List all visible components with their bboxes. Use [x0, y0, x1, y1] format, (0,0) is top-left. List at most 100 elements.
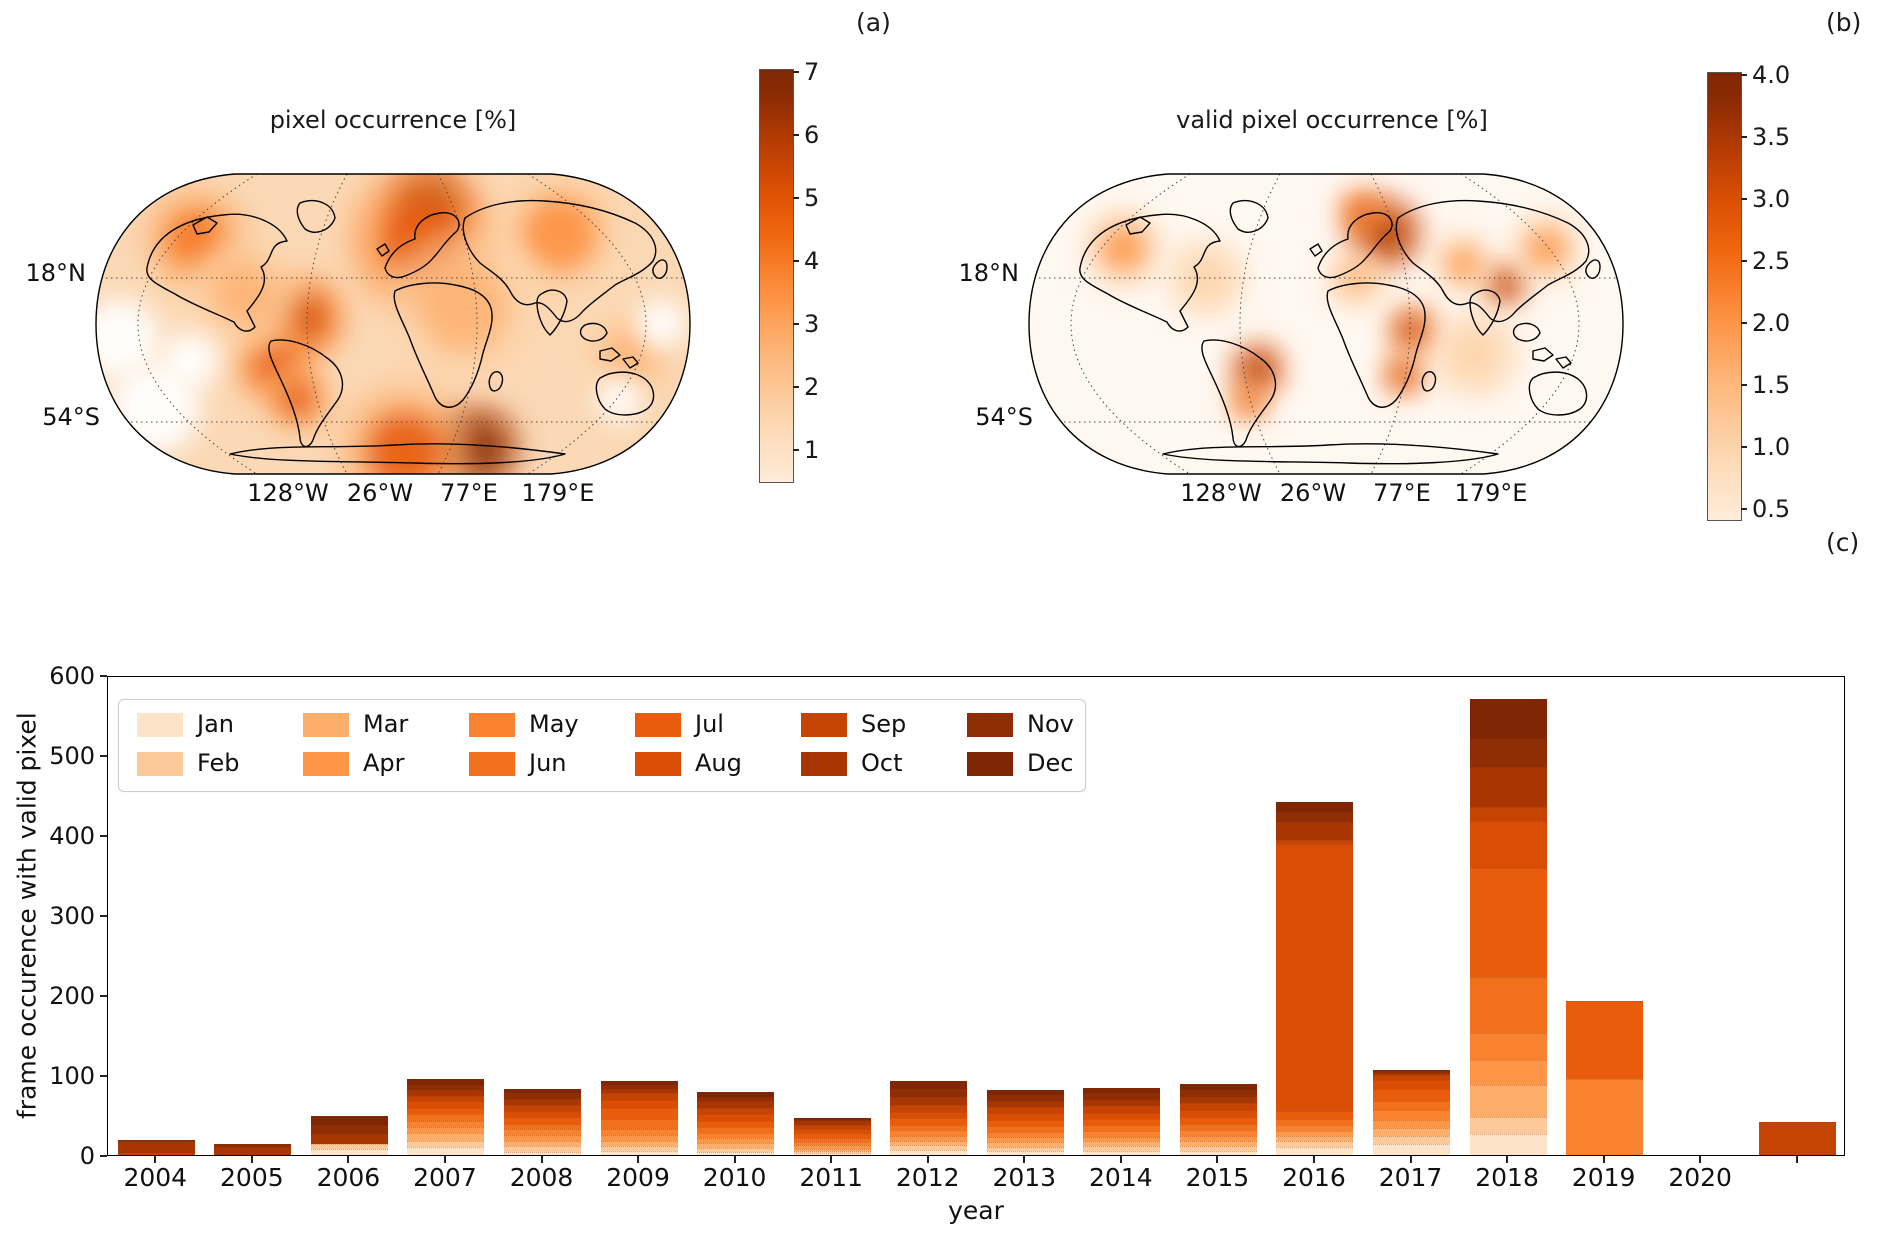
bar-segment-may — [697, 1132, 775, 1139]
bar-segment-aug — [793, 1128, 871, 1134]
bar-segment-may — [504, 1129, 581, 1135]
bar-segment-oct — [986, 1100, 1064, 1107]
stacked-bar — [504, 675, 581, 1155]
x-tick-mark — [1506, 1156, 1509, 1163]
bar-segment-aug — [1469, 821, 1547, 868]
bar-segment-feb — [1469, 1116, 1547, 1135]
bar-segment-aug — [1179, 1110, 1257, 1118]
colorbar-b — [1707, 72, 1742, 521]
x-tick-mark — [540, 1156, 543, 1163]
bar-segment-feb — [890, 1145, 968, 1151]
bar-segment-sep — [1083, 1106, 1161, 1113]
bar-segment-jul — [1179, 1117, 1257, 1124]
bar-segment-mar — [1373, 1127, 1450, 1136]
bar-segment-jul — [793, 1133, 871, 1139]
bar-segment-dec — [1469, 699, 1547, 739]
year-tick-label: 2013 — [992, 1163, 1057, 1192]
y-tick-mark — [100, 1155, 107, 1157]
y-tick-mark — [100, 675, 107, 677]
stacked-bar — [1663, 675, 1740, 1155]
map-lat-label: 54°S — [975, 403, 1033, 431]
y-tick-mark — [100, 755, 107, 757]
heat-blob — [1339, 262, 1373, 296]
colorbar-tick-label: 3 — [804, 310, 820, 338]
bar-segment-jun — [600, 1119, 678, 1129]
colorbar-tick-label: 2.5 — [1752, 247, 1791, 275]
bar-segment-sep — [1179, 1103, 1257, 1111]
colorbar-tick-mark — [1741, 74, 1747, 76]
heat-blob — [1527, 229, 1566, 268]
bar-segment-mar — [793, 1148, 871, 1151]
legend-swatch-feb — [137, 752, 183, 776]
bar-segment-aug — [1083, 1112, 1161, 1119]
stacked-bar — [214, 675, 292, 1155]
bar-segment-apr — [697, 1138, 775, 1143]
bar-segment-apr — [793, 1145, 871, 1149]
colorbar-tick-mark — [1741, 508, 1747, 510]
x-tick-mark — [347, 1156, 350, 1163]
bar-segment-dec — [986, 1090, 1064, 1095]
year-tick-label: 2010 — [702, 1163, 767, 1192]
bar-segment-feb — [1373, 1135, 1450, 1144]
bar-segment-mar — [1083, 1141, 1161, 1147]
year-tick-label: 2005 — [220, 1163, 284, 1192]
data-gap — [636, 299, 687, 349]
legend-label-dec: Dec — [1027, 749, 1074, 777]
map-lon-label: 128°W — [247, 479, 329, 507]
map-a — [95, 173, 691, 475]
bar-segment-jan — [310, 1148, 388, 1155]
bar-segment-jan — [504, 1151, 581, 1155]
bar-segment-apr — [890, 1135, 968, 1141]
colorbar-tick-label: 2.0 — [1752, 309, 1791, 337]
bar-segment-aug — [600, 1099, 678, 1108]
bar-segment-dec — [793, 1118, 871, 1120]
legend-swatch-sep — [801, 713, 847, 737]
panel-c-label: (c) — [1826, 528, 1860, 557]
map-lat-label: 54°S — [42, 403, 100, 431]
heat-blob — [521, 194, 599, 272]
bar-segment-nov — [600, 1084, 678, 1089]
colorbar-tick-label: 0.5 — [1752, 495, 1791, 523]
colorbar-tick-mark — [1741, 198, 1747, 200]
bar-segment-aug — [890, 1111, 968, 1119]
year-tick-label: 2015 — [1185, 1163, 1250, 1192]
bar-segment-may — [1566, 1079, 1644, 1155]
year-tick-label: 2014 — [1089, 1163, 1153, 1192]
bar-segment-apr — [407, 1127, 485, 1134]
y-tick-label: 100 — [49, 1062, 95, 1090]
map-lon-label: 128°W — [1180, 479, 1262, 507]
colorbar-tick-mark — [1741, 384, 1747, 386]
bar-segment-aug — [1276, 843, 1354, 1111]
legend-label-may: May — [529, 710, 579, 738]
map-lat-label: 18°N — [25, 259, 87, 287]
bar-segment-oct — [890, 1097, 968, 1106]
bar-segment-aug — [1373, 1079, 1450, 1090]
month-legend: Jan Feb Mar Apr May Jun Jul Aug Sep Oct Nov Dec — [118, 699, 1086, 792]
bar-segment-jul — [504, 1117, 581, 1124]
bar-segment-jun — [697, 1127, 775, 1133]
bar-segment-mar — [986, 1142, 1064, 1147]
heat-blob — [1237, 391, 1260, 414]
bar-segment-apr — [1083, 1136, 1161, 1142]
bar-segment-feb — [600, 1146, 678, 1151]
colorbar-a — [759, 69, 794, 483]
bar-segment-jan — [600, 1151, 678, 1155]
bar-segment-dec — [697, 1091, 775, 1097]
bar-segment-oct — [1083, 1099, 1161, 1107]
stacked-bar — [1469, 675, 1547, 1155]
bar-segment-nov — [1373, 1071, 1450, 1073]
map-lon-label: 179°E — [1454, 479, 1528, 507]
bar-segment-oct — [1276, 822, 1354, 840]
bar-segment-jul — [1566, 1000, 1644, 1079]
data-gap — [597, 377, 642, 422]
bar-segment-jun — [1469, 977, 1547, 1034]
heat-blob — [278, 380, 317, 419]
bar-segment-jan — [986, 1151, 1064, 1155]
stacked-bar — [117, 675, 195, 1155]
bar-segment-nov — [986, 1095, 1064, 1101]
y-tick-label: 200 — [49, 982, 95, 1010]
panel-b-label: (b) — [1826, 8, 1862, 37]
legend-swatch-mar — [303, 713, 349, 737]
bar-segment-oct — [214, 1147, 292, 1155]
bar-segment-oct — [600, 1088, 678, 1094]
